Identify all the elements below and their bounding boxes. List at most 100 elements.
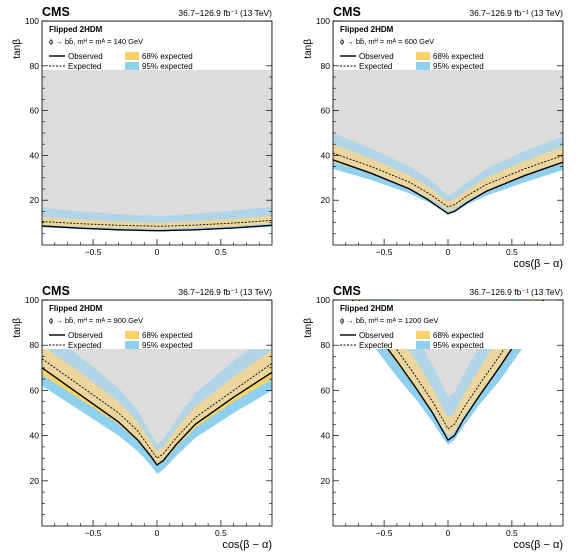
x-tick-label: −0.5 (85, 247, 102, 257)
legend-68-swatch (416, 331, 430, 339)
x-tick-label: 0 (155, 247, 160, 257)
legend-expected-label: Expected (359, 62, 392, 71)
band-68-expected (42, 215, 272, 229)
excluded-overlay (42, 21, 272, 231)
legend-68-swatch (416, 52, 430, 60)
y-tick-label: 100 (316, 16, 330, 26)
process-label: ϕ → bb̄, mᴴ = mᴬ = 900 GeV (49, 316, 143, 325)
x-tick-label: 0 (446, 247, 451, 257)
x-axis-label: cos(β − α) (513, 539, 563, 551)
legend-95-swatch (125, 341, 139, 349)
y-axis-label: tanβ (303, 39, 314, 59)
legend-68-swatch (125, 331, 139, 339)
observed-limit-line (42, 224, 272, 232)
x-tick-label: 0.5 (215, 247, 227, 257)
x-axis-label: cos(β − α) (513, 258, 563, 270)
legend-68-label: 68% expected (142, 331, 193, 340)
y-tick-label: 40 (30, 150, 40, 160)
y-tick-label: 60 (30, 385, 40, 395)
legend-title: Flipped 2HDM (340, 25, 394, 34)
y-tick-label: 100 (25, 16, 39, 26)
x-axis-label: cos(β − α) (222, 539, 272, 551)
y-tick-label: 20 (321, 476, 331, 486)
cms-label: CMS (42, 5, 70, 19)
legend-68-swatch (125, 52, 139, 60)
lumi-label: 36.7–126.9 fb⁻¹ (13 TeV) (469, 287, 563, 297)
y-tick-label: 60 (321, 106, 331, 116)
legend-68-label: 68% expected (433, 52, 484, 61)
y-tick-label: 20 (321, 195, 331, 205)
y-axis-label: tanβ (12, 39, 23, 59)
legend-box (43, 22, 271, 70)
legend-68-label: 68% expected (142, 52, 193, 61)
cms-label: CMS (333, 5, 361, 19)
y-tick-label: 60 (321, 385, 331, 395)
process-label: ϕ → bb̄, mᴴ = mᴬ = 600 GeV (340, 37, 434, 46)
limit-plot-3: 20 40 60 80 100 −0.5 0 0.5 tanβ cos(β − α) CMS 36.7… (12, 284, 273, 551)
y-axis-label: tanβ (303, 318, 314, 338)
legend-observed-label: Observed (359, 52, 394, 61)
x-tick-label: 0.5 (506, 247, 518, 257)
x-tick-label: 0 (446, 528, 451, 538)
expected-limit-line (358, 300, 538, 430)
x-tick-label: −0.5 (376, 247, 393, 257)
cms-label: CMS (333, 284, 361, 298)
x-tick-label: −0.5 (85, 528, 102, 538)
legend-title: Flipped 2HDM (340, 304, 394, 313)
legend-95-swatch (125, 62, 139, 70)
legend-95-label: 95% expected (142, 62, 193, 71)
process-label: ϕ → bb̄, mᴴ = mᴬ = 140 GeV (49, 37, 143, 46)
legend-95-swatch (416, 62, 430, 70)
x-tick-label: −0.5 (376, 528, 393, 538)
y-tick-label: 100 (316, 295, 330, 305)
legend-expected-label: Expected (68, 62, 101, 71)
y-axis-label: tanβ (12, 318, 23, 338)
legend-95-label: 95% expected (142, 341, 193, 350)
lumi-label: 36.7–126.9 fb⁻¹ (13 TeV) (178, 287, 272, 297)
y-tick-label: 40 (30, 431, 40, 441)
y-tick-label: 20 (30, 195, 40, 205)
legend-95-label: 95% expected (433, 62, 484, 71)
band-68-expected (333, 144, 563, 211)
legend-observed-label: Observed (68, 331, 103, 340)
cms-label: CMS (42, 284, 70, 298)
legend-box (43, 301, 271, 349)
process-label: ϕ → bb̄, mᴴ = mᴬ = 1200 GeV (340, 316, 438, 325)
legend-observed-label: Observed (359, 331, 394, 340)
legend-box (334, 22, 562, 70)
legend-title: Flipped 2HDM (49, 25, 103, 34)
y-tick-label: 40 (321, 150, 331, 160)
legend-title: Flipped 2HDM (49, 304, 103, 313)
expected-limit-line (42, 358, 272, 459)
legend-68-label: 68% expected (433, 331, 484, 340)
legend-95-label: 95% expected (433, 341, 484, 350)
legend-95-swatch (416, 341, 430, 349)
x-tick-label: 0.5 (215, 528, 227, 538)
observed-limit-line (42, 367, 272, 466)
expected-limit-line (333, 152, 563, 208)
band-68-expected (42, 345, 272, 465)
y-tick-label: 80 (321, 61, 331, 71)
y-tick-label: 100 (25, 295, 39, 305)
limit-plot-1: 20 40 60 80 100 −0.5 0 0.5 tanβ CMS 36.7–126.9 fb⁻… (12, 5, 273, 257)
legend-box (334, 301, 562, 349)
legend-expected-label: Expected (359, 341, 392, 350)
y-tick-label: 60 (30, 106, 40, 116)
x-tick-label: 0.5 (506, 528, 518, 538)
lumi-label: 36.7–126.9 fb⁻¹ (13 TeV) (469, 8, 563, 18)
y-tick-label: 80 (30, 340, 40, 350)
lumi-label: 36.7–126.9 fb⁻¹ (13 TeV) (178, 8, 272, 18)
excluded-region (42, 21, 272, 231)
y-tick-label: 40 (321, 431, 331, 441)
y-tick-label: 80 (30, 61, 40, 71)
limit-plot-4: 20 40 60 80 100 −0.5 0 0.5 tanβ cos(β − α) CMS 36.7… (303, 284, 564, 551)
legend-expected-label: Expected (68, 341, 101, 350)
limit-plot-2: 20 40 60 80 100 −0.5 0 0.5 tanβ cos(β − α) CMS 36.7… (303, 5, 564, 270)
y-tick-label: 20 (30, 476, 40, 486)
x-tick-label: 0 (155, 528, 160, 538)
observed-limit-line (351, 300, 545, 442)
expected-limit-line (42, 219, 272, 227)
observed-limit-line (333, 159, 563, 215)
y-tick-label: 80 (321, 340, 331, 350)
